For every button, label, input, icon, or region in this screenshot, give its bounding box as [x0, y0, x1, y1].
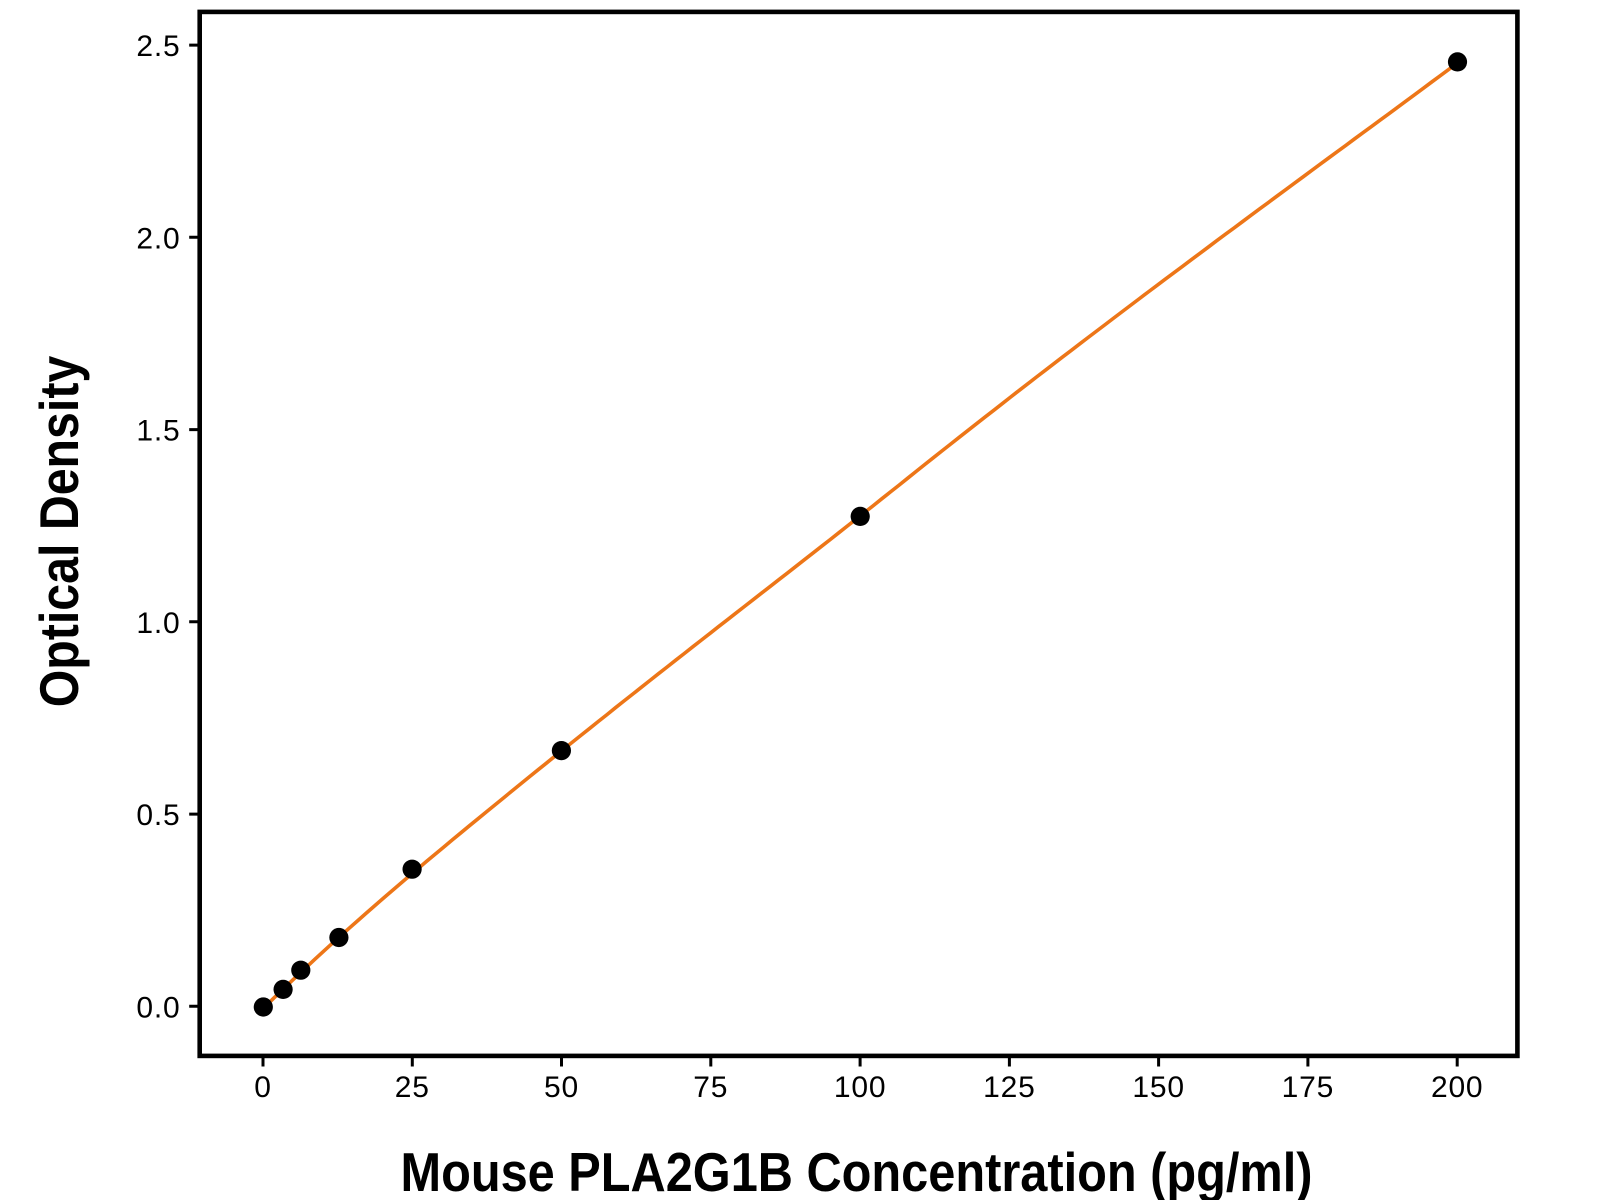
svg-text:25: 25 — [395, 1071, 430, 1104]
svg-text:Mouse PLA2G1B Concentration (p: Mouse PLA2G1B Concentration (pg/ml) — [401, 1142, 1313, 1200]
svg-text:2.5: 2.5 — [136, 30, 180, 63]
svg-text:100: 100 — [834, 1071, 886, 1104]
svg-text:175: 175 — [1282, 1071, 1334, 1104]
svg-text:Optical Density: Optical Density — [28, 356, 90, 708]
svg-text:1.5: 1.5 — [136, 415, 180, 448]
svg-text:50: 50 — [544, 1071, 579, 1104]
svg-text:2.0: 2.0 — [136, 222, 180, 255]
svg-text:200: 200 — [1431, 1071, 1483, 1104]
svg-text:0.0: 0.0 — [136, 991, 180, 1024]
svg-text:75: 75 — [693, 1071, 728, 1104]
svg-text:1.0: 1.0 — [136, 607, 180, 640]
svg-text:125: 125 — [983, 1071, 1035, 1104]
svg-text:150: 150 — [1132, 1071, 1184, 1104]
svg-text:0: 0 — [254, 1071, 272, 1104]
svg-text:0.5: 0.5 — [136, 799, 180, 832]
